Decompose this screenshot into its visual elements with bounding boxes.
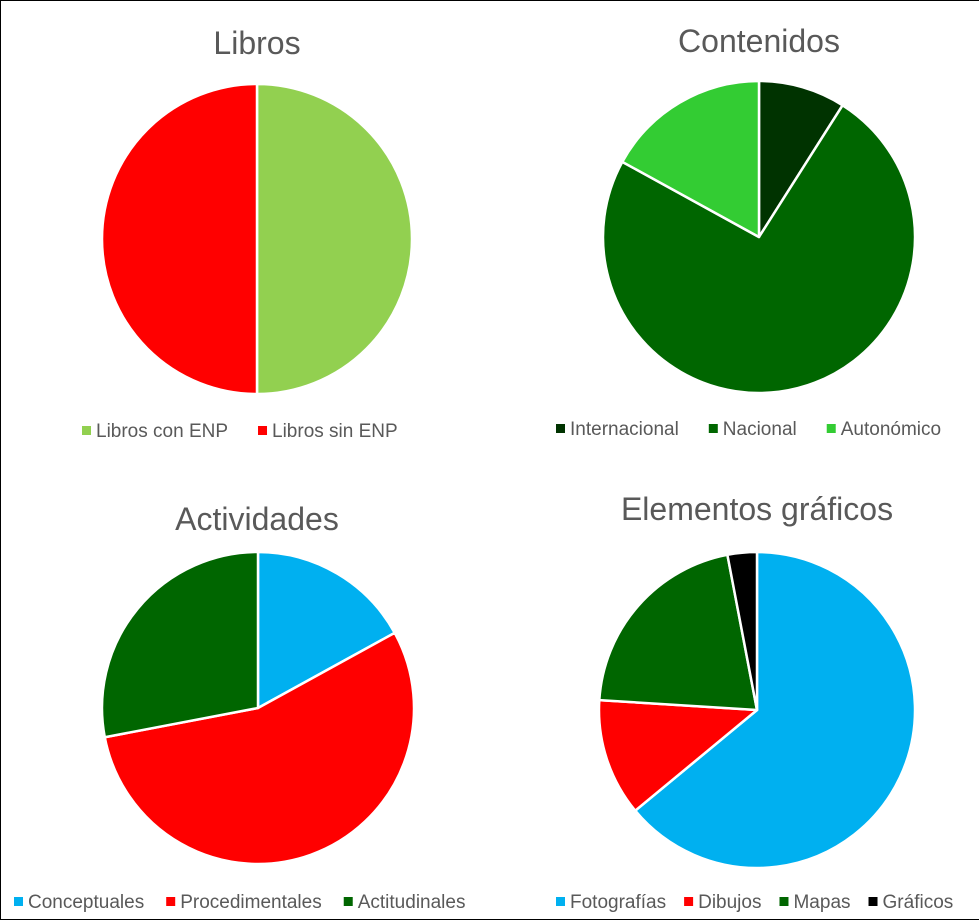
chart-libros: Libros Libros con ENP Libros sin ENP <box>82 25 414 442</box>
legend-item-procedimentales: Procedimentales <box>166 892 322 913</box>
chart-contenidos: Contenidos Internacional Nacional Autonómi… <box>556 23 941 440</box>
chart-title: Elementos gráficos <box>621 491 893 527</box>
legend-label: Libros con ENP <box>96 421 228 442</box>
pie-slice-dibujos <box>597 698 759 812</box>
legend-label: Autonómico <box>841 419 941 440</box>
legend-label: Mapas <box>793 892 850 913</box>
legend-item-autonomico: Autonómico <box>826 419 941 440</box>
legend-item-graficos: Gráficos <box>868 892 954 913</box>
legend-label: Fotografías <box>570 892 666 913</box>
legend-swatch <box>684 897 694 906</box>
chart-title: Contenidos <box>678 23 840 59</box>
legend-item-dibujos: Dibujos <box>684 892 761 913</box>
legend-swatch <box>708 424 718 433</box>
chart-title: Libros <box>213 25 300 61</box>
legend-label: Nacional <box>723 419 797 440</box>
chart-actividades: Actividades Conceptuales Procedimentales A… <box>14 501 465 913</box>
chart-title: Actividades <box>175 501 339 537</box>
pie-slice-libros-con-enp <box>255 82 414 396</box>
legend-item-internacional: Internacional <box>556 419 679 440</box>
legend-item-fotografias: Fotografías <box>556 892 666 913</box>
legend-swatch <box>868 897 878 906</box>
legend-item-actitudinales: Actitudinales <box>343 892 466 913</box>
pie-slice-actitudinales <box>100 550 260 739</box>
pie-slice-graficos <box>726 550 759 712</box>
legend-swatch <box>166 897 176 906</box>
legend-swatch <box>343 897 353 906</box>
legend-label: Internacional <box>570 419 679 440</box>
pie-slice-libros-sin-enp <box>100 82 259 396</box>
legend-item-conceptuales: Conceptuales <box>14 892 144 913</box>
pie-slice-nacional <box>601 104 917 395</box>
legend-item-libros-con-enp: Libros con ENP <box>82 421 228 442</box>
legend-swatch <box>82 426 91 435</box>
legend-label: Actitudinales <box>358 892 466 913</box>
chart-elementos-graficos: Elementos gráficos Fotografías Dibujos Map… <box>556 491 953 913</box>
legend-item-mapas: Mapas <box>779 892 851 913</box>
legend-item-nacional: Nacional <box>708 419 797 440</box>
legend-swatch <box>14 897 23 906</box>
pie-slice-internacional <box>757 79 844 239</box>
pie-slice-procedimentales <box>103 631 416 866</box>
pie-slice-conceptuales <box>256 550 396 710</box>
legend-label: Dibujos <box>698 892 761 913</box>
legend-swatch <box>779 897 789 906</box>
pie-slice-autonomico <box>621 79 761 239</box>
legend-swatch <box>826 424 836 433</box>
legend-label: Gráficos <box>883 892 954 913</box>
legend-label: Procedimentales <box>180 892 322 913</box>
legend-swatch <box>556 897 565 906</box>
legend-swatch <box>258 426 268 435</box>
pie-slice-fotografias <box>634 550 917 870</box>
pie-slice-mapas <box>598 553 759 712</box>
legend-swatch <box>556 424 565 433</box>
legend-item-libros-sin-enp: Libros sin ENP <box>258 421 398 442</box>
legend-label: Conceptuales <box>28 892 144 913</box>
legend-label: Libros sin ENP <box>272 421 398 442</box>
